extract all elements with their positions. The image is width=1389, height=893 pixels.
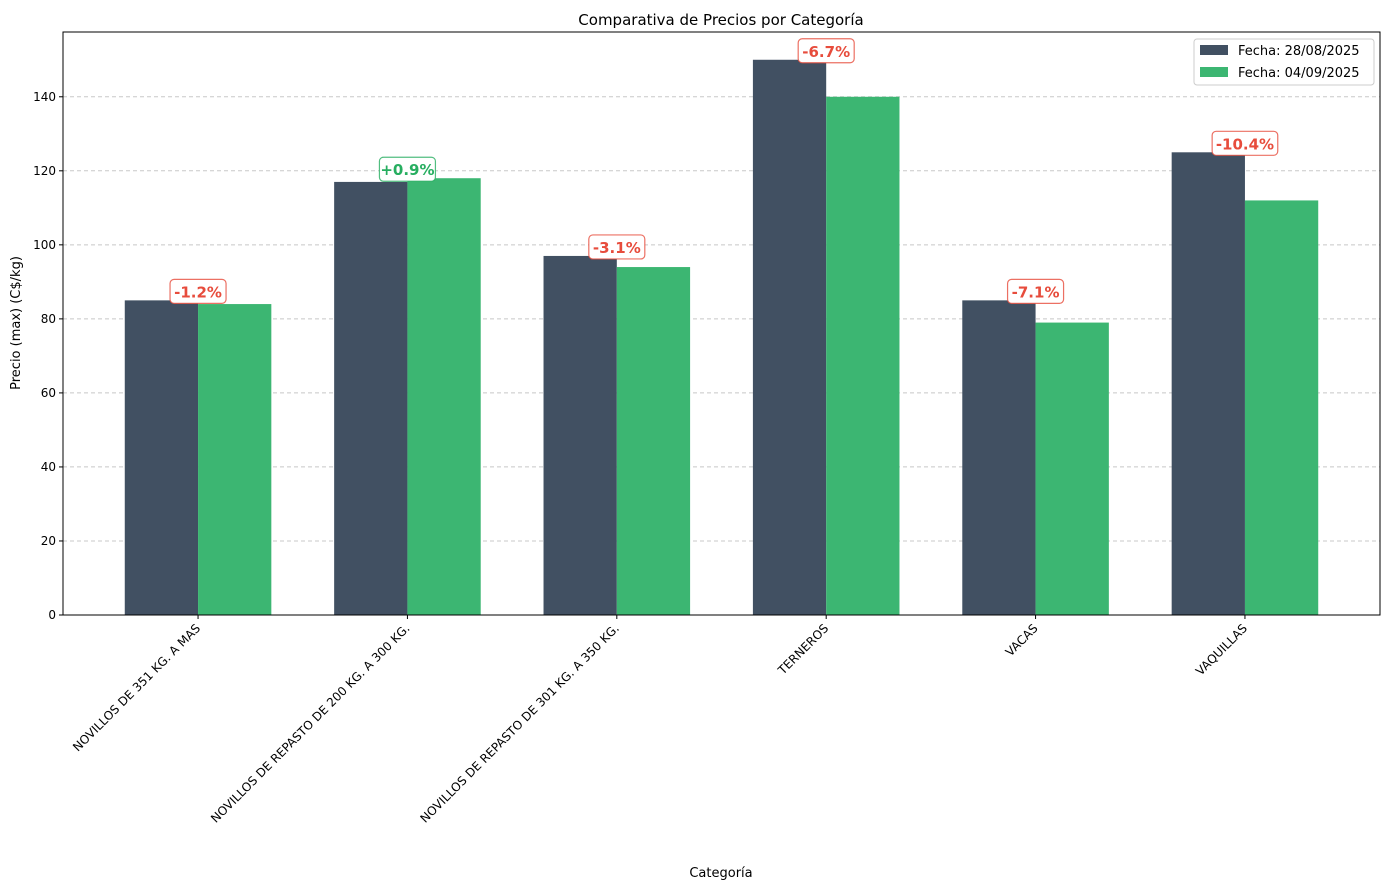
bar-series2	[826, 96, 900, 616]
bar-series1	[1171, 152, 1245, 616]
y-tick-label: 60	[41, 386, 56, 400]
y-tick-label: 40	[41, 460, 56, 474]
x-tick-label: TERNEROS	[775, 621, 832, 678]
change-annotation: -7.1%	[1012, 283, 1060, 301]
legend-label: Fecha: 28/08/2025	[1238, 44, 1360, 59]
annotation-box	[588, 234, 646, 260]
legend-label: Fecha: 04/09/2025	[1238, 66, 1360, 81]
y-axis-label: Precio (max) (C$/kg)	[9, 256, 24, 390]
change-annotation: -3.1%	[593, 239, 641, 257]
chart-title: Comparativa de Precios por Categoría	[578, 11, 863, 29]
change-annotation: -10.4%	[1216, 135, 1274, 153]
bar-series1	[962, 300, 1036, 615]
change-annotation: -1.2%	[174, 283, 222, 301]
change-annotation: +0.9%	[380, 161, 434, 179]
y-tick-label: 20	[41, 534, 56, 548]
y-tick-label: 0	[48, 608, 56, 622]
annotation-box	[1006, 278, 1065, 304]
y-tick-label: 120	[33, 164, 56, 178]
x-tick-label: NOVILLOS DE REPASTO DE 301 KG. A 350 KG.	[418, 621, 622, 825]
annotation-box	[378, 156, 437, 182]
y-tick-label: 80	[41, 312, 56, 326]
x-tick-label: NOVILLOS DE REPASTO DE 200 KG. A 300 KG.	[208, 621, 412, 825]
bar-series1	[543, 255, 617, 615]
bar-series2	[1035, 322, 1109, 615]
annotation-box	[1211, 130, 1279, 156]
change-annotation: -6.7%	[802, 43, 850, 61]
legend-swatch	[1200, 67, 1228, 77]
bar-series1	[334, 181, 408, 615]
bar-series1	[124, 300, 199, 615]
legend-swatch	[1200, 45, 1228, 55]
plot-frame	[62, 31, 1381, 616]
bar-series2	[198, 304, 272, 615]
annotation-box	[797, 38, 855, 64]
y-tick-label: 100	[33, 238, 56, 252]
x-tick-label: NOVILLOS DE 351 KG. A MAS	[70, 621, 203, 754]
x-tick-label: VACAS	[1003, 621, 1041, 659]
x-tick-label: VAQUILLAS	[1193, 621, 1250, 678]
y-tick-label: 140	[33, 90, 56, 104]
bar-series2	[616, 267, 691, 615]
bar-series2	[407, 178, 481, 615]
x-axis-label: Categoría	[689, 866, 752, 881]
legend: Fecha: 28/08/2025 Fecha: 04/09/2025	[1193, 38, 1375, 86]
annotation-box	[169, 278, 227, 304]
bar-series1	[752, 59, 827, 616]
legend-box	[1193, 38, 1375, 86]
bar-series2	[1244, 200, 1319, 615]
